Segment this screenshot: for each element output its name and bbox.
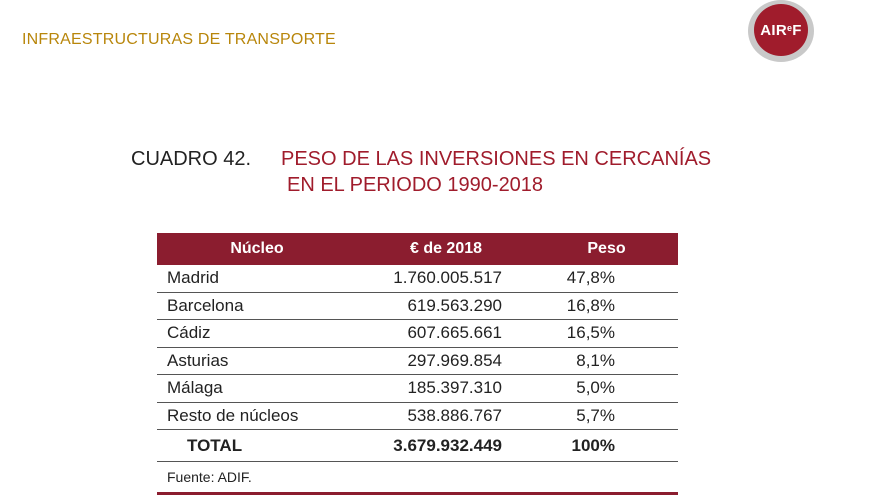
table-heading: CUADRO 42. PESO DE LAS INVERSIONES EN CER… [131, 146, 711, 198]
cell-euros: 538.886.767 [357, 402, 535, 430]
cell-euros: 185.397.310 [357, 374, 535, 403]
airef-logo: AIR e F [748, 0, 816, 64]
table-row: Málaga 185.397.310 5,0% [157, 374, 678, 403]
cell-euros: 619.563.290 [357, 292, 535, 320]
total-row: TOTAL 3.679.932.449 100% [157, 429, 678, 462]
header-row: Núcleo € de 2018 Peso [157, 233, 678, 265]
cell-nucleo: Cádiz [157, 319, 357, 348]
cell-nucleo: Resto de núcleos [157, 402, 357, 430]
cell-nucleo: Málaga [157, 374, 357, 403]
table-body: Madrid 1.760.005.517 47,8% Barcelona 619… [157, 265, 678, 495]
table-row: Barcelona 619.563.290 16,8% [157, 292, 678, 320]
cell-peso: 16,5% [535, 319, 678, 348]
cell-peso: 5,7% [535, 402, 678, 430]
cell-peso: 47,8% [535, 265, 678, 293]
total-euros: 3.679.932.449 [357, 429, 535, 462]
cell-euros: 607.665.661 [357, 319, 535, 348]
cell-nucleo: Barcelona [157, 292, 357, 320]
column-header-peso: Peso [535, 233, 678, 265]
table-title-line2: EN EL PERIODO 1990-2018 [287, 174, 544, 196]
table-row: Asturias 297.969.854 8,1% [157, 347, 678, 375]
total-peso: 100% [535, 429, 678, 462]
table-row: Cádiz 607.665.661 16,5% [157, 319, 678, 348]
section-title: INFRAESTRUCTURAS DE TRANSPORTE [22, 31, 336, 48]
logo-text-tail: F [792, 21, 802, 39]
table-title-line1: PESO DE LAS INVERSIONES EN CERCANÍAS [281, 148, 712, 170]
logo-text: AIR [760, 21, 787, 39]
cell-euros: 297.969.854 [357, 347, 535, 375]
cell-euros: 1.760.005.517 [357, 265, 535, 293]
column-header-nucleo: Núcleo [157, 233, 357, 265]
table-label: CUADRO 42. [131, 148, 252, 170]
table-row: Madrid 1.760.005.517 47,8% [157, 265, 678, 293]
cell-peso: 16,8% [535, 292, 678, 320]
table-row: Resto de núcleos 538.886.767 5,7% [157, 402, 678, 430]
source-note: Fuente: ADIF. [157, 461, 678, 495]
cell-nucleo: Asturias [157, 347, 357, 375]
total-label: TOTAL [157, 429, 357, 462]
logo-superscript: e [786, 23, 793, 33]
cell-peso: 5,0% [535, 374, 678, 403]
logo-badge: AIR e F [754, 4, 808, 56]
investment-table: Núcleo € de 2018 Peso Madrid 1.760.005.5… [157, 233, 678, 495]
cell-peso: 8,1% [535, 347, 678, 375]
cell-nucleo: Madrid [157, 265, 357, 293]
source-row: Fuente: ADIF. [157, 461, 678, 495]
table-header: Núcleo € de 2018 Peso [157, 233, 678, 265]
column-header-euros: € de 2018 [357, 233, 535, 265]
